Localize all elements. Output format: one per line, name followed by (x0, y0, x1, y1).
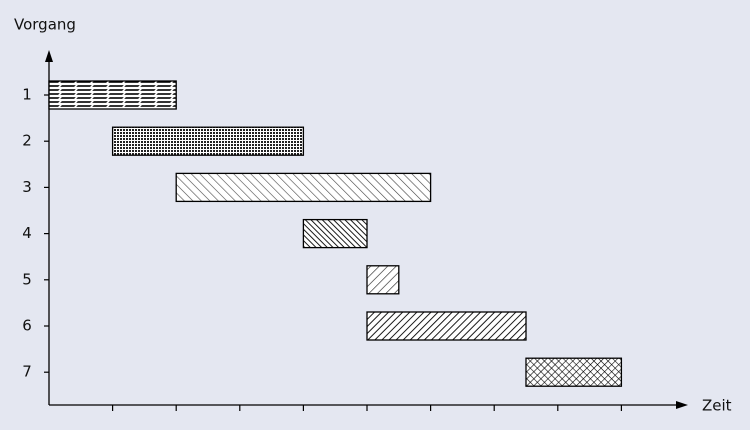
y-tick-label: 3 (22, 178, 32, 196)
x-arrow (676, 401, 688, 409)
y-arrow (45, 50, 53, 62)
y-axis-label: Vorgang (14, 16, 76, 34)
y-tick-label: 6 (22, 317, 32, 335)
task-bar (525, 357, 623, 387)
y-tick-label: 5 (22, 270, 32, 288)
y-tick-label: 4 (22, 224, 32, 242)
task-bar (366, 311, 527, 341)
y-tick-label: 7 (22, 363, 32, 381)
task-bar (111, 126, 305, 156)
task-bar (48, 80, 177, 110)
y-tick-label: 1 (22, 86, 32, 104)
task-bar (302, 218, 368, 249)
task-bar (175, 172, 432, 203)
task-bar (366, 265, 400, 295)
y-tick-label: 2 (22, 132, 32, 150)
x-axis-label: Zeit (702, 397, 732, 415)
